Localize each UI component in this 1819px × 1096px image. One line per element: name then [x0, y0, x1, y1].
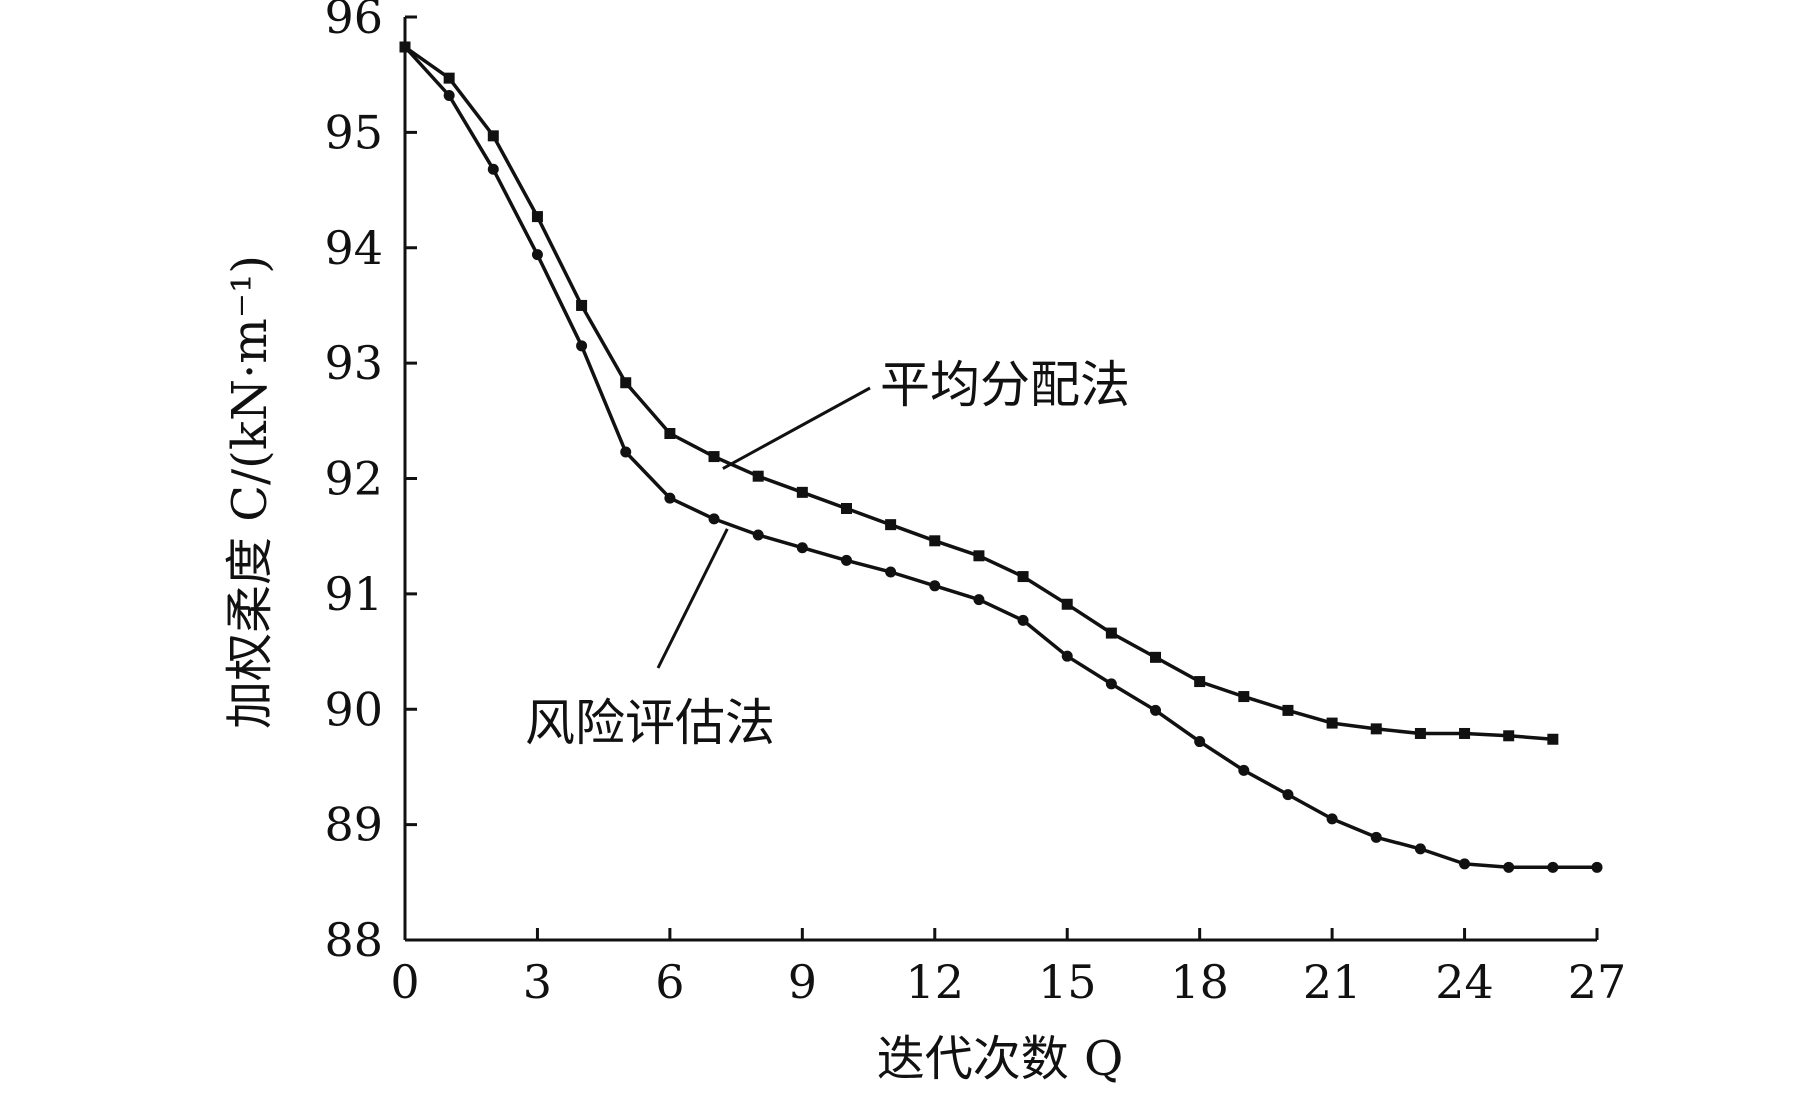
data-point [840, 502, 852, 514]
data-point [1503, 730, 1515, 742]
series-lines [399, 41, 1603, 873]
data-point [708, 451, 720, 463]
data-point [1591, 861, 1603, 873]
data-point [1061, 598, 1073, 610]
x-tick-label: 0 [390, 955, 419, 1009]
y-tick-label: 89 [324, 798, 383, 852]
data-point [885, 566, 897, 578]
x-tick-label: 15 [1038, 955, 1097, 1009]
data-point [620, 377, 632, 389]
y-tick-label: 91 [324, 567, 383, 621]
data-point [1194, 736, 1206, 748]
data-point [531, 249, 543, 261]
data-point [1105, 627, 1117, 639]
data-point [840, 554, 852, 566]
data-point [796, 542, 808, 554]
x-tick-label: 24 [1435, 955, 1494, 1009]
data-point [1459, 858, 1471, 870]
axes: 0 3 6 9 12 15 18 21 24 27 88 89 90 91 92 93 94 95 96 [324, 0, 1626, 1009]
data-point [443, 89, 455, 101]
y-tick-label: 93 [324, 336, 383, 390]
data-point [1061, 650, 1073, 662]
data-point [708, 513, 720, 525]
data-point [929, 580, 941, 592]
y-tick-label: 96 [324, 0, 383, 44]
data-point [1194, 676, 1206, 688]
x-tick-label: 6 [655, 955, 684, 1009]
data-point [796, 486, 808, 498]
data-point [1150, 704, 1162, 716]
data-point [1282, 704, 1294, 716]
data-point [1282, 789, 1294, 801]
data-point [1238, 691, 1250, 703]
y-tick-label: 90 [324, 682, 383, 736]
series-line [403, 45, 1597, 870]
data-point [1238, 764, 1250, 776]
data-point [443, 72, 455, 84]
data-point [576, 340, 588, 352]
data-point [752, 529, 764, 541]
data-point [1017, 614, 1029, 626]
data-point [1150, 651, 1162, 663]
data-point [487, 130, 499, 142]
leader-line-series-2 [656, 528, 729, 669]
data-point [620, 446, 632, 458]
data-point [531, 211, 543, 223]
data-point [973, 594, 985, 606]
data-point [1105, 678, 1117, 690]
leader-line-series-1 [722, 386, 871, 470]
data-point [1370, 831, 1382, 843]
data-point [1370, 723, 1382, 735]
data-point [1326, 717, 1338, 729]
data-point [929, 535, 941, 547]
x-tick-label: 18 [1170, 955, 1229, 1009]
data-point [1459, 727, 1471, 739]
data-point [664, 428, 676, 440]
data-point [664, 492, 676, 504]
data-point [576, 299, 588, 311]
data-point [1326, 813, 1338, 825]
data-point [1547, 733, 1559, 745]
data-point [752, 470, 764, 482]
y-tick-label: 88 [324, 913, 383, 967]
y-tick-label: 95 [324, 105, 383, 159]
x-tick-label: 27 [1568, 955, 1627, 1009]
y-tick-label: 92 [324, 452, 383, 506]
data-point [885, 519, 897, 531]
data-point [1414, 727, 1426, 739]
data-point [1017, 571, 1029, 583]
series-1 [399, 41, 1559, 745]
y-axis-title: 加权柔度 C/(kN·m⁻¹) [222, 255, 278, 729]
data-point [399, 41, 411, 53]
data-point [973, 550, 985, 562]
x-axis-title: 迭代次数 Q [877, 1031, 1124, 1087]
series-label-1: 平均分配法 [880, 356, 1130, 414]
series-2 [399, 41, 1603, 873]
x-tick-label: 3 [523, 955, 552, 1009]
data-point [1414, 843, 1426, 855]
data-point [1547, 861, 1559, 873]
x-tick-label: 12 [906, 955, 965, 1009]
x-tick-label: 21 [1303, 955, 1362, 1009]
y-tick-label: 94 [324, 221, 383, 275]
x-tick-label: 9 [788, 955, 817, 1009]
data-point [487, 163, 499, 175]
data-point [1503, 861, 1515, 873]
series-label-2: 风险评估法 [525, 694, 775, 752]
